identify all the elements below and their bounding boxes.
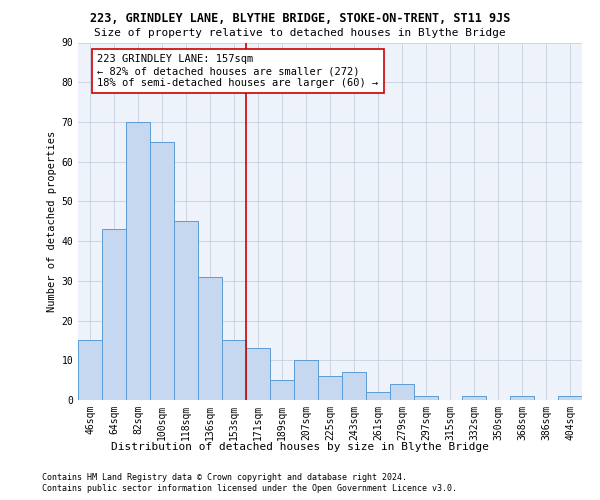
Bar [102,229,126,400]
Text: Contains public sector information licensed under the Open Government Licence v3: Contains public sector information licen… [42,484,457,493]
Bar [198,277,222,400]
Bar [558,396,582,400]
Text: 223 GRINDLEY LANE: 157sqm
← 82% of detached houses are smaller (272)
18% of semi: 223 GRINDLEY LANE: 157sqm ← 82% of detac… [97,54,379,88]
Text: Distribution of detached houses by size in Blythe Bridge: Distribution of detached houses by size … [111,442,489,452]
Text: Contains HM Land Registry data © Crown copyright and database right 2024.: Contains HM Land Registry data © Crown c… [42,472,407,482]
Bar [318,376,342,400]
Bar [126,122,150,400]
Text: Size of property relative to detached houses in Blythe Bridge: Size of property relative to detached ho… [94,28,506,38]
Bar [414,396,438,400]
Bar [222,340,246,400]
Y-axis label: Number of detached properties: Number of detached properties [47,130,57,312]
Bar [174,221,198,400]
Bar [390,384,414,400]
Bar [462,396,486,400]
Bar [78,340,102,400]
Bar [150,142,174,400]
Bar [510,396,534,400]
Bar [366,392,390,400]
Text: 223, GRINDLEY LANE, BLYTHE BRIDGE, STOKE-ON-TRENT, ST11 9JS: 223, GRINDLEY LANE, BLYTHE BRIDGE, STOKE… [90,12,510,26]
Bar [270,380,294,400]
Bar [294,360,318,400]
Bar [246,348,270,400]
Bar [342,372,366,400]
